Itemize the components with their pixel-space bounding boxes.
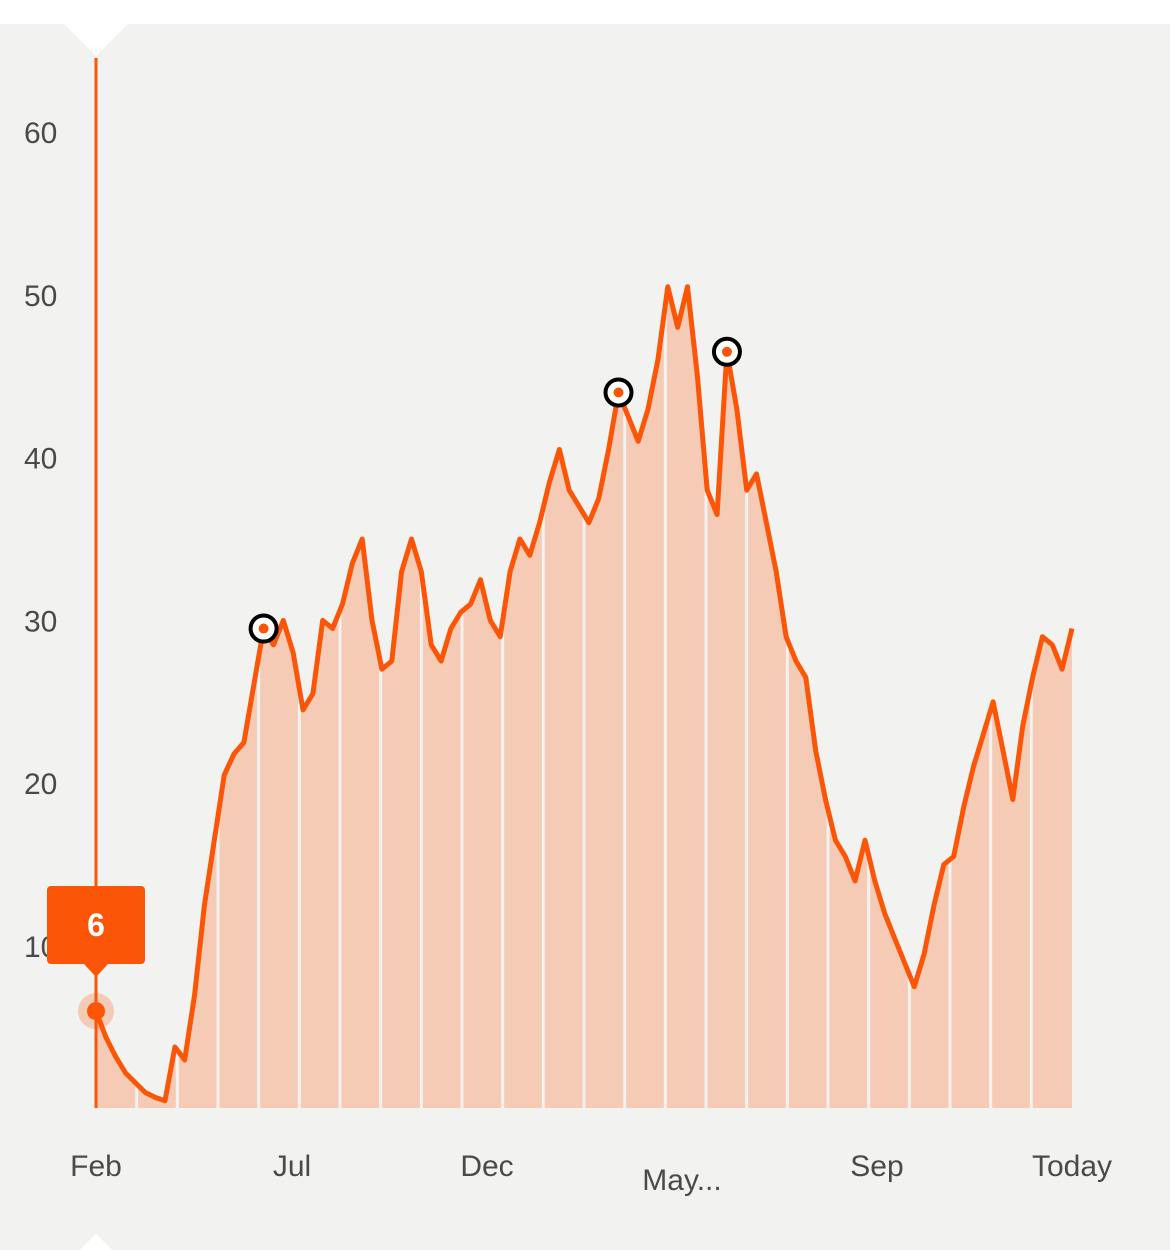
highlight-marker-dot [258,623,269,634]
chart-panel: 10 20 30 40 50 60 6 Feb Jul Dec May... Sep Today [0,24,1170,1250]
x-axis-ticks: Feb Jul Dec May... Sep Today [70,1150,1112,1197]
x-tick-label: Feb [70,1150,122,1183]
series-line [93,284,1075,1104]
bottom-notch [80,1234,112,1250]
highlight-marker-dot [721,346,732,357]
y-tick-label: 20 [24,768,57,801]
y-tick-label: 30 [24,605,57,638]
x-tick-label: Today [1032,1150,1112,1183]
y-tick-label: 50 [24,280,57,313]
x-tick-label: May... [642,1164,721,1197]
tooltip-label: 6 [87,907,105,943]
x-tick-label: Sep [850,1150,903,1183]
tooltip-box [47,886,145,964]
highlight-markers [248,336,742,644]
x-tick-label: Jul [273,1150,311,1183]
tooltip-pointer [84,964,108,977]
y-tick-label: 60 [24,117,57,150]
highlight-marker-dot [613,387,624,398]
y-tick-label: 40 [24,443,57,476]
x-tick-label: Dec [460,1150,513,1183]
tooltip-point[interactable] [87,1002,105,1021]
top-notch [64,24,128,56]
value-tooltip: 6 [47,886,145,1030]
